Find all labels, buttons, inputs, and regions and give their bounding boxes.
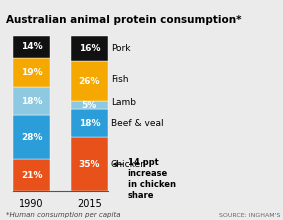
- Text: Chicken: Chicken: [111, 160, 147, 169]
- Text: 19%: 19%: [21, 68, 42, 77]
- Bar: [70, 137, 108, 191]
- Bar: [70, 109, 108, 137]
- Text: Fish: Fish: [111, 75, 128, 84]
- Text: SOURCE: INGHAM'S: SOURCE: INGHAM'S: [219, 213, 280, 218]
- Text: 28%: 28%: [21, 132, 42, 141]
- Text: 14 ppt
increase
in chicken
share: 14 ppt increase in chicken share: [128, 158, 176, 200]
- Bar: [70, 101, 108, 109]
- Text: Australian animal protein consumption*: Australian animal protein consumption*: [6, 15, 242, 25]
- Text: 1990: 1990: [20, 199, 44, 209]
- Text: 35%: 35%: [79, 160, 100, 169]
- Text: 14%: 14%: [21, 42, 42, 51]
- Text: Lamb: Lamb: [111, 98, 136, 107]
- Bar: [13, 159, 50, 191]
- Text: Pork: Pork: [111, 44, 130, 53]
- Text: *Human consumption per capita: *Human consumption per capita: [6, 212, 120, 218]
- Text: 18%: 18%: [21, 97, 42, 106]
- Text: 21%: 21%: [21, 170, 42, 180]
- Text: 5%: 5%: [82, 101, 97, 110]
- Bar: [13, 58, 50, 87]
- Text: 2015: 2015: [77, 199, 102, 209]
- Bar: [70, 61, 108, 101]
- Text: 16%: 16%: [79, 44, 100, 53]
- Text: Beef & veal: Beef & veal: [111, 119, 164, 128]
- Bar: [70, 36, 108, 61]
- Bar: [13, 115, 50, 159]
- Bar: [13, 87, 50, 115]
- Text: 18%: 18%: [79, 119, 100, 128]
- Bar: [13, 36, 50, 58]
- Text: 26%: 26%: [79, 77, 100, 86]
